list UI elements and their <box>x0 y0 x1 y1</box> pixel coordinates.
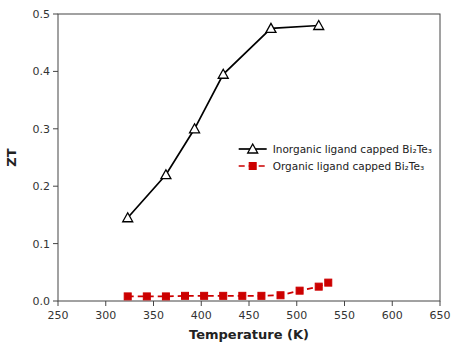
point <box>124 293 131 300</box>
point <box>258 292 265 299</box>
y-tick <box>53 243 58 244</box>
point <box>182 292 189 299</box>
y-axis-label: ZT <box>4 148 19 166</box>
legend-marker <box>248 144 258 153</box>
chart: 2503003504004505005506006500.00.10.20.30… <box>0 0 454 347</box>
point <box>239 292 246 299</box>
y-tick <box>53 71 58 72</box>
point <box>161 170 171 179</box>
x-tick-label: 400 <box>191 309 212 322</box>
x-tick-label: 500 <box>286 309 307 322</box>
point <box>218 69 228 78</box>
y-tick <box>53 301 58 302</box>
plot-frame <box>58 14 440 301</box>
x-tick <box>392 301 393 306</box>
x-tick-label: 650 <box>430 309 451 322</box>
point <box>296 287 303 294</box>
x-tick-label: 250 <box>48 309 69 322</box>
y-tick-label: 0.2 <box>33 180 51 193</box>
x-tick <box>440 301 441 306</box>
point <box>266 23 276 32</box>
x-tick <box>344 301 345 306</box>
y-axis: 0.0 0.1 0.2 0.3 0.4 0.5 <box>33 8 59 308</box>
x-tick <box>105 301 106 306</box>
x-tick <box>249 301 250 306</box>
x-tick <box>296 301 297 306</box>
x-axis: 250 300 350 400 450 500 550 600 650 <box>48 301 451 322</box>
legend-label: Organic ligand capped Bi₂Te₃ <box>273 160 424 172</box>
x-tick-label: 350 <box>143 309 164 322</box>
point <box>314 20 324 29</box>
x-tick <box>201 301 202 306</box>
y-tick-label: 0.5 <box>33 8 51 21</box>
series-line <box>128 25 319 217</box>
x-tick-label: 300 <box>95 309 116 322</box>
point <box>277 292 284 299</box>
x-tick-label: 450 <box>239 309 260 322</box>
y-tick <box>53 128 58 129</box>
point <box>325 279 332 286</box>
legend-marker <box>249 163 256 170</box>
y-tick <box>53 186 58 187</box>
y-tick-label: 0.0 <box>33 295 51 308</box>
y-tick <box>53 14 58 15</box>
x-tick <box>58 301 59 306</box>
legend: Inorganic ligand capped Bi₂Te₃ Organic li… <box>239 143 432 172</box>
y-tick-label: 0.1 <box>33 238 51 251</box>
point <box>201 292 208 299</box>
point <box>315 283 322 290</box>
point <box>162 293 169 300</box>
y-tick-label: 0.4 <box>33 65 51 78</box>
x-tick <box>153 301 154 306</box>
point <box>220 292 227 299</box>
legend-label: Inorganic ligand capped Bi₂Te₃ <box>273 143 432 155</box>
series-line <box>128 283 329 297</box>
point <box>190 124 200 133</box>
x-tick-label: 550 <box>334 309 355 322</box>
x-axis-label: Temperature (K) <box>189 327 309 342</box>
point <box>123 213 133 222</box>
x-tick-label: 600 <box>382 309 403 322</box>
y-tick-label: 0.3 <box>33 123 51 136</box>
point <box>143 293 150 300</box>
